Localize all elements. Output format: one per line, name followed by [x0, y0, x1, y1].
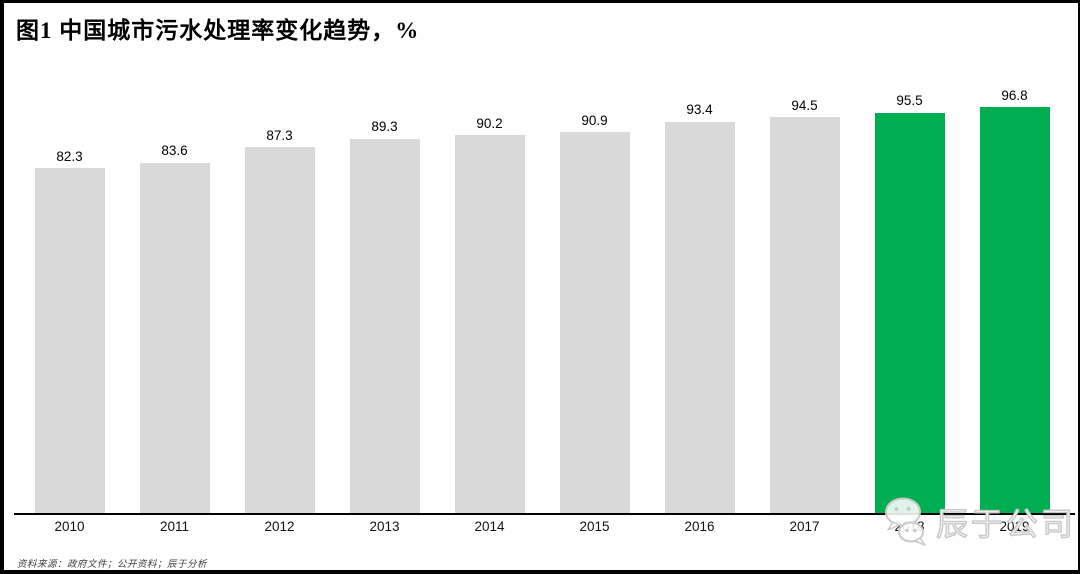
bar-column-2019: 96.8 [962, 89, 1067, 514]
chart-title: 图1 中国城市污水处理率变化趋势，% [16, 18, 420, 43]
bar-2011 [139, 162, 210, 514]
bar-2018 [874, 112, 945, 514]
bar-value-label: 93.4 [686, 102, 713, 118]
x-axis-label-2012: 2012 [264, 519, 295, 534]
bar-value-label: 90.2 [476, 115, 503, 131]
x-axis-labels: 2010 2011 2012 2013 2014 2015 2016 2017 2018 2019 [17, 519, 1067, 535]
bar-value-label: 82.3 [56, 148, 83, 164]
bar-column-2016: 93.4 [647, 103, 752, 514]
x-axis-label-2014: 2014 [474, 519, 505, 534]
bar-column-2011: 83.6 [122, 144, 227, 514]
bar-2010 [34, 168, 105, 514]
bar-2017 [769, 117, 840, 514]
bar-value-label: 96.8 [1001, 87, 1028, 103]
bar-value-label: 94.5 [791, 97, 818, 113]
bar-value-label: 90.9 [581, 112, 608, 128]
bar-column-2015: 90.9 [542, 114, 647, 514]
bar-2019 [979, 107, 1050, 514]
x-axis-label-2018: 2018 [894, 519, 925, 534]
x-axis-label-2011: 2011 [159, 519, 190, 534]
bar-column-2014: 90.2 [437, 117, 542, 514]
bar-column-2018: 95.5 [857, 94, 962, 514]
x-axis-label-2016: 2016 [684, 519, 715, 534]
bar-column-2012: 87.3 [227, 129, 332, 514]
x-axis-label-2015: 2015 [579, 519, 610, 534]
bar-plot-area: 82.3 83.6 87.3 89.3 90.2 90.9 93.4 94.5 95.5 96.8 [17, 3, 1067, 514]
bar-column-2017: 94.5 [752, 99, 857, 514]
x-axis-line [14, 513, 1075, 515]
bar-value-label: 95.5 [896, 93, 923, 109]
source-note: 资料来源：政府文件；公开资料；辰于分析 [17, 560, 208, 570]
x-axis-label-2013: 2013 [369, 519, 400, 534]
bar-column-2013: 89.3 [332, 120, 437, 514]
bar-2012 [244, 147, 315, 514]
bar-value-label: 83.6 [161, 143, 188, 159]
bar-column-2010: 82.3 [17, 150, 122, 514]
bar-value-label: 89.3 [371, 119, 398, 135]
x-axis-label-2010: 2010 [54, 519, 85, 534]
bar-2016 [664, 121, 735, 514]
x-axis-label-2017: 2017 [789, 519, 820, 534]
bar-value-label: 87.3 [266, 127, 293, 143]
bar-2013 [349, 138, 420, 514]
bar-2014 [454, 135, 525, 514]
x-axis-label-2019: 2019 [999, 519, 1030, 534]
bar-2015 [559, 132, 630, 514]
